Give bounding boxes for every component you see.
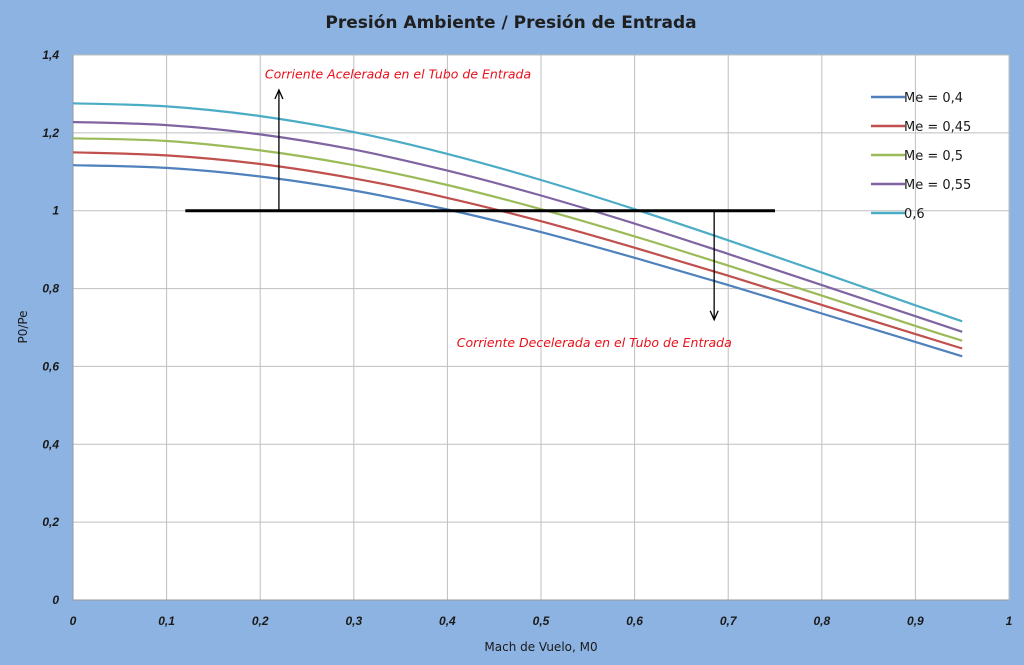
y-axis-label: P0/Pe [16,310,30,343]
annotations: Corriente Acelerada en el Tubo de Entrad… [265,66,732,350]
y-tick-label: 0,2 [42,515,59,529]
chart-title: Presión Ambiente / Presión de Entrada [325,13,696,33]
series-line-2 [72,151,963,350]
series-line-5 [72,102,963,323]
x-tick-label: 0,8 [813,614,830,628]
y-tick-label: 0,4 [42,437,59,451]
x-tick-label: 0,6 [626,614,643,628]
annotation-text-2: Corriente Decelerada en el Tubo de Entra… [457,335,732,350]
annotation-arrowhead-1 [274,88,284,100]
y-tick-label: 1 [52,204,59,218]
y-tick-label: 0 [52,593,59,607]
x-axis-label: Mach de Vuelo, M0 [484,640,597,654]
annotation-arrowhead-2 [709,310,719,322]
legend-entry-label: Me = 0,5 [904,149,963,164]
annotation-text-1: Corriente Acelerada en el Tubo de Entrad… [265,66,531,81]
legend: Me = 0,4 Me = 0,45 Me = 0,5 Me = 0,55 0,6 [871,91,971,222]
x-tick-label: 0,9 [907,614,924,628]
x-tick-label: 0,5 [533,614,550,628]
tick-labels: 0 0,1 0,2 0,3 0,4 0,5 0,6 0,7 0,8 0,9 1 0 0,2 0,4 0,6 0… [42,48,1012,628]
y-tick-label: 0,8 [42,282,59,296]
x-tick-label: 0,4 [439,614,456,628]
legend-entry-label: Me = 0,4 [904,91,963,106]
series-line-3 [72,137,963,342]
x-tick-label: 0,7 [720,614,738,628]
legend-entry-label: Me = 0,45 [904,120,971,135]
x-tick-label: 0,2 [252,614,269,628]
gridlines [72,54,1010,601]
series-lines [72,102,963,358]
x-tick-label: 0 [70,614,77,628]
y-tick-label: 1,4 [42,48,59,62]
series-line-1 [72,164,963,358]
x-tick-label: 0,1 [158,614,175,628]
y-tick-label: 0,6 [42,359,59,373]
y-tick-label: 1,2 [42,126,59,140]
x-tick-label: 0,3 [345,614,362,628]
legend-entry-label: Me = 0,55 [904,178,971,193]
x-tick-label: 1 [1006,614,1013,628]
legend-entry-label: 0,6 [904,207,925,222]
series-line-4 [72,120,963,333]
